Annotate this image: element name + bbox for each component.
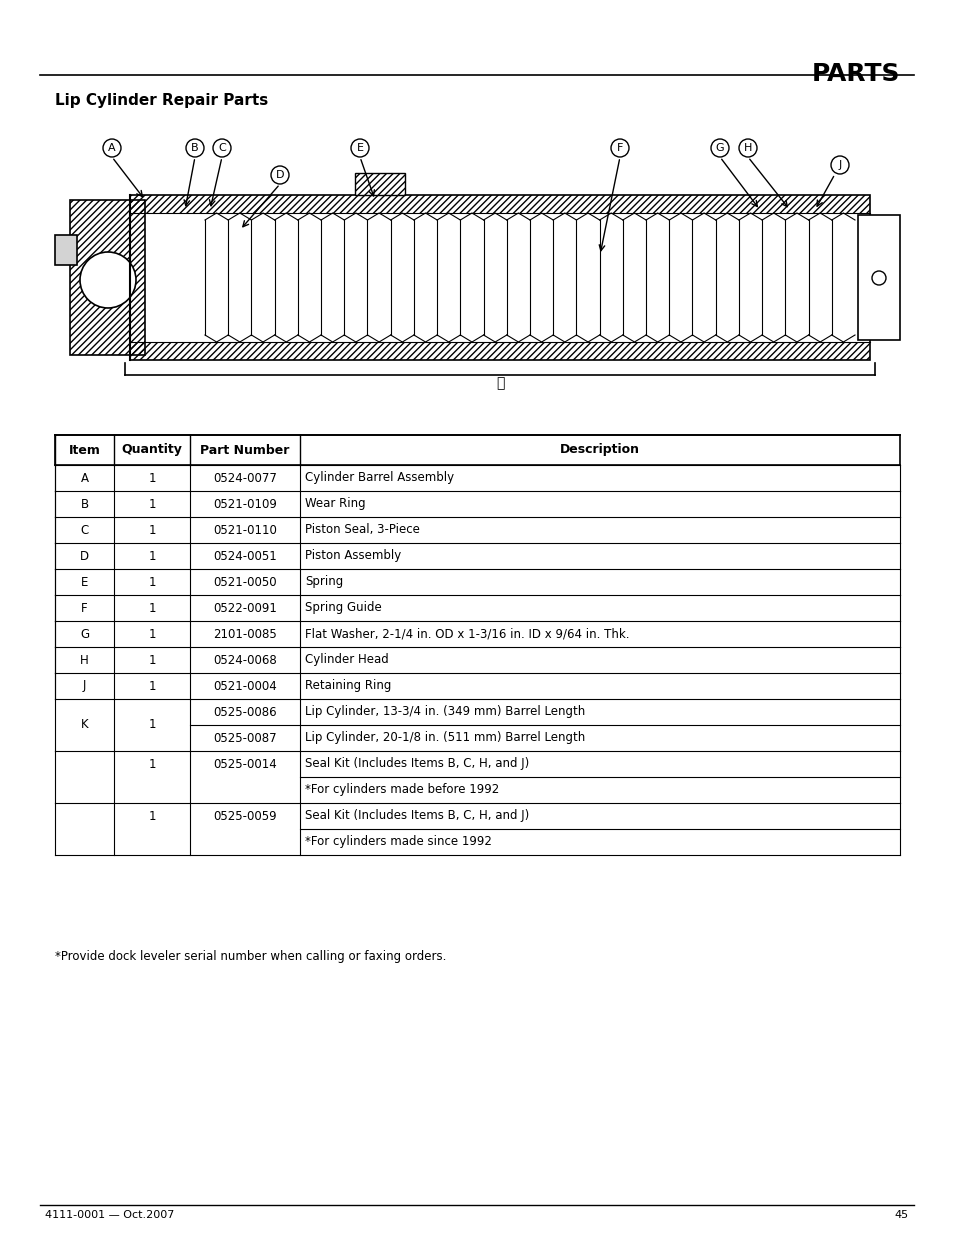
Bar	[70, 200, 145, 354]
Bar	[355, 173, 405, 195]
Text: D: D	[275, 170, 284, 180]
Text: Quantity: Quantity	[122, 443, 182, 457]
Text: 1: 1	[149, 472, 155, 484]
Circle shape	[710, 140, 728, 157]
Text: 1: 1	[149, 653, 155, 667]
Text: Piston Seal, 3-Piece: Piston Seal, 3-Piece	[305, 524, 419, 536]
Text: 2101-0085: 2101-0085	[213, 627, 276, 641]
Text: 1: 1	[149, 550, 155, 562]
Text: F: F	[81, 601, 88, 615]
Text: J: J	[838, 161, 841, 170]
Bar	[857, 215, 899, 340]
Text: Ⓚ: Ⓚ	[496, 375, 503, 390]
Bar	[55, 435, 899, 466]
Text: 1: 1	[149, 719, 155, 731]
Text: 0524-0077: 0524-0077	[213, 472, 276, 484]
Text: 1: 1	[149, 627, 155, 641]
Text: *For cylinders made since 1992: *For cylinders made since 1992	[305, 836, 492, 848]
Bar	[70, 200, 145, 354]
Text: Seal Kit (Includes Items B, C, H, and J): Seal Kit (Includes Items B, C, H, and J)	[305, 757, 529, 771]
Text: 1: 1	[149, 809, 155, 823]
Text: Flat Washer, 2-1/4 in. OD x 1-3/16 in. ID x 9/64 in. Thk.: Flat Washer, 2-1/4 in. OD x 1-3/16 in. I…	[305, 627, 629, 641]
Text: 45: 45	[894, 1210, 908, 1220]
Circle shape	[186, 140, 204, 157]
Bar	[130, 342, 869, 359]
Text: 1: 1	[149, 524, 155, 536]
Text: C: C	[218, 143, 226, 153]
Text: 0524-0051: 0524-0051	[213, 550, 276, 562]
Text: Description: Description	[559, 443, 639, 457]
Text: *Provide dock leveler serial number when calling or faxing orders.: *Provide dock leveler serial number when…	[55, 950, 446, 963]
Text: E: E	[356, 143, 363, 153]
Bar	[130, 195, 869, 359]
Text: 1: 1	[149, 601, 155, 615]
Text: Piston Assembly: Piston Assembly	[305, 550, 401, 562]
Text: 0525-0087: 0525-0087	[213, 731, 276, 745]
Text: Retaining Ring: Retaining Ring	[305, 679, 391, 693]
Text: 0521-0004: 0521-0004	[213, 679, 276, 693]
Text: 0522-0091: 0522-0091	[213, 601, 276, 615]
Text: 0521-0109: 0521-0109	[213, 498, 276, 510]
Circle shape	[871, 270, 885, 285]
Text: 0525-0059: 0525-0059	[213, 809, 276, 823]
Circle shape	[80, 252, 136, 308]
Text: G: G	[715, 143, 723, 153]
Text: A: A	[108, 143, 115, 153]
Text: C: C	[80, 524, 89, 536]
Text: A: A	[80, 472, 89, 484]
Text: 1: 1	[149, 498, 155, 510]
Text: Cylinder Head: Cylinder Head	[305, 653, 389, 667]
Text: Part Number: Part Number	[200, 443, 290, 457]
Text: Wear Ring: Wear Ring	[305, 498, 365, 510]
Text: G: G	[80, 627, 89, 641]
Circle shape	[739, 140, 757, 157]
Bar	[130, 195, 869, 212]
Text: Spring: Spring	[305, 576, 343, 589]
Text: Seal Kit (Includes Items B, C, H, and J): Seal Kit (Includes Items B, C, H, and J)	[305, 809, 529, 823]
Text: H: H	[80, 653, 89, 667]
Text: Lip Cylinder, 20-1/8 in. (511 mm) Barrel Length: Lip Cylinder, 20-1/8 in. (511 mm) Barrel…	[305, 731, 585, 745]
Text: 0521-0110: 0521-0110	[213, 524, 276, 536]
Circle shape	[271, 165, 289, 184]
Text: 1: 1	[149, 757, 155, 771]
Text: D: D	[80, 550, 89, 562]
Text: Lip Cylinder Repair Parts: Lip Cylinder Repair Parts	[55, 93, 268, 107]
Text: J: J	[83, 679, 86, 693]
Text: 0521-0050: 0521-0050	[213, 576, 276, 589]
Text: B: B	[80, 498, 89, 510]
Text: 0524-0068: 0524-0068	[213, 653, 276, 667]
Text: 1: 1	[149, 679, 155, 693]
Text: PARTS: PARTS	[811, 62, 899, 86]
Circle shape	[351, 140, 369, 157]
Text: Spring Guide: Spring Guide	[305, 601, 381, 615]
Text: B: B	[191, 143, 198, 153]
Text: 0525-0014: 0525-0014	[213, 757, 276, 771]
Bar	[55, 235, 77, 266]
Text: H: H	[743, 143, 751, 153]
Circle shape	[213, 140, 231, 157]
Circle shape	[103, 140, 121, 157]
Text: K: K	[81, 719, 89, 731]
Text: 1: 1	[149, 576, 155, 589]
Circle shape	[830, 156, 848, 174]
Circle shape	[610, 140, 628, 157]
Text: *For cylinders made before 1992: *For cylinders made before 1992	[305, 783, 498, 797]
Text: Item: Item	[69, 443, 100, 457]
Text: F: F	[617, 143, 622, 153]
Text: 0525-0086: 0525-0086	[213, 705, 276, 719]
Text: Cylinder Barrel Assembly: Cylinder Barrel Assembly	[305, 472, 454, 484]
Text: Lip Cylinder, 13-3/4 in. (349 mm) Barrel Length: Lip Cylinder, 13-3/4 in. (349 mm) Barrel…	[305, 705, 585, 719]
Text: 4111-0001 — Oct.2007: 4111-0001 — Oct.2007	[45, 1210, 174, 1220]
Text: E: E	[81, 576, 89, 589]
